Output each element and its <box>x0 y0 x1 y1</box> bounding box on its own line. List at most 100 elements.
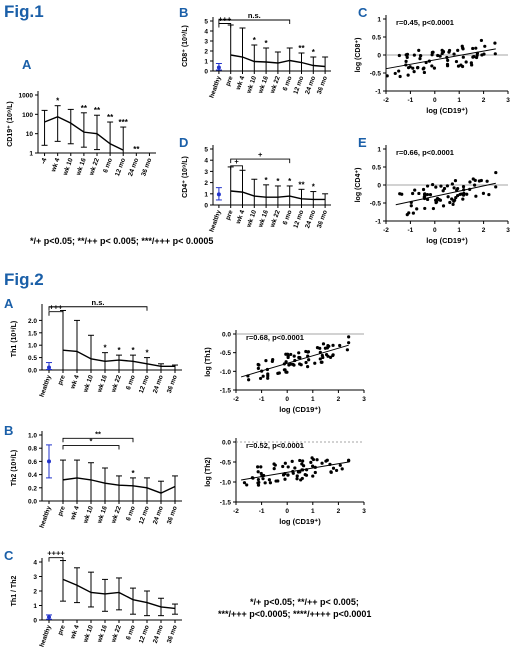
fig2a-x-tick-label: healthy <box>39 374 53 398</box>
fig1e-data-point <box>434 185 438 189</box>
fig2a-corr-x-tick-label: -2 <box>233 396 239 403</box>
fig1d-y-tick-label: 2 <box>204 180 208 187</box>
chart-fig1a: A 1 10 100 1000 CD19⁺ (10⁹/L) -4 wk 4 wk 10 wk 16… <box>7 57 156 177</box>
fig2b-corr-data-point <box>283 461 287 465</box>
fig1d-x-tick-label: wk 22 <box>269 209 282 229</box>
fig1c-data-point <box>436 53 440 58</box>
fig2b-corr-data-point <box>272 467 276 471</box>
fig1a-significance-star: ** <box>107 113 114 122</box>
fig1b-y-tick-label: 3 <box>204 39 208 46</box>
figure1-title: Fig.1 <box>4 2 44 21</box>
fig2a-point-healthy <box>47 365 51 370</box>
fig1b-x-tick-label: healthy <box>208 75 222 99</box>
fig1c-y-tick-label: -0.5 <box>370 71 382 78</box>
fig2a-corr-x-axis-label: log (CD19⁺) <box>279 405 321 414</box>
fig1b-y-tick-label: 4 <box>204 29 208 36</box>
fig2c-point-healthy <box>47 615 51 620</box>
fig2a-bracket <box>48 306 148 311</box>
fig2a-corr-data-point <box>282 368 287 372</box>
fig1a-y-tick-label: 1000 <box>19 93 34 100</box>
figure2-significance-note-line1: */+ p<0.05; **/++ p< 0.005; <box>250 597 359 607</box>
fig2b-corr-data-point <box>334 468 339 473</box>
fig1e-y-tick-label: -1 <box>375 219 381 226</box>
fig1c-y-tick-label: 0.5 <box>372 35 381 42</box>
fig2c-panel-label: C <box>4 548 14 563</box>
fig2b-corr-data-point <box>300 476 304 481</box>
fig1d-series-line <box>230 190 326 201</box>
fig1e-data-point <box>456 186 460 191</box>
fig2b-corr-data-point <box>347 458 351 462</box>
fig2a-x-tick-label: wk 22 <box>110 374 123 394</box>
fig1e-data-point <box>446 195 450 199</box>
fig2b-corr-data-point <box>261 477 265 481</box>
fig1e-data-point <box>452 199 456 203</box>
fig1c-data-point <box>385 74 389 78</box>
fig2b-corr-x-tick-label: 2 <box>337 508 341 515</box>
fig2b-x-tick-label: 36 mo <box>166 505 179 525</box>
fig1b-y-tick-label: 2 <box>204 49 208 56</box>
fig1c-data-point <box>404 59 408 63</box>
fig1e-data-point <box>411 191 415 196</box>
fig1e-data-point <box>407 211 411 215</box>
fig2a-corr-data-point <box>338 343 342 348</box>
fig2a-x-tick-label: 6 mo <box>125 374 137 391</box>
fig2a-corr-data-point <box>325 346 330 350</box>
fig2a-significance-star: * <box>117 346 121 355</box>
fig1c-data-point <box>441 50 446 54</box>
fig1e-data-point <box>458 192 462 197</box>
fig2a-bracket-label: n.s. <box>92 298 105 307</box>
fig2b-corr-data-point <box>256 465 260 469</box>
fig1d-bracket-label: + <box>258 150 263 159</box>
fig2a-corr-data-point <box>318 357 322 361</box>
fig1c-x-tick-label: 0 <box>433 97 437 104</box>
fig2b-corr-data-point <box>274 479 278 483</box>
fig1c-data-point <box>472 54 476 59</box>
fig2a-corr-data-point <box>264 359 268 363</box>
fig1d-x-tick-label: 36 mo <box>316 209 329 229</box>
fig1e-fit-line <box>395 182 496 206</box>
fig1e-annotation: r=0.66, p<0.0001 <box>396 148 454 157</box>
fig1d-x-tick-label: healthy <box>208 209 222 233</box>
fig2a-corr-x-tick-label: -1 <box>259 396 265 403</box>
fig1e-data-point <box>494 170 498 175</box>
fig1c-data-point <box>431 50 435 54</box>
fig1e-data-point <box>442 186 447 191</box>
fig2b-corr-data-point <box>331 466 336 470</box>
fig2a-x-tick-label: pre <box>57 374 67 386</box>
fig1e-data-point <box>415 207 419 211</box>
fig2a-corr-data-point <box>299 363 303 367</box>
fig2a-corr-y-axis-label: log (Th1) <box>205 347 212 377</box>
fig2a-corr-data-point <box>304 360 308 365</box>
fig1b-series-line <box>230 54 326 68</box>
fig2b-corr-data-point <box>286 465 290 469</box>
fig1a-y-tick-label: 10 <box>26 131 34 138</box>
fig2b-corr-x-tick-label: -2 <box>233 508 239 515</box>
fig2c-x-tick-label: wk 16 <box>96 624 109 644</box>
fig1a-y-tick-label: 100 <box>22 112 33 119</box>
fig1e-x-tick-label: 0 <box>433 227 437 234</box>
fig1e-data-point <box>411 211 415 215</box>
fig2a-corr-data-point <box>261 374 265 378</box>
fig2b-corr-data-point <box>259 471 263 476</box>
fig1c-data-point <box>447 48 452 53</box>
fig2b-y-tick-label: 0.8 <box>28 446 37 453</box>
fig2b-bracket-label: * <box>90 437 93 446</box>
fig1c-x-tick-label: 2 <box>482 97 486 104</box>
fig1e-data-point <box>468 180 472 184</box>
fig2b-x-tick-label: 12 mo <box>138 505 151 525</box>
fig1a-x-tick-label: wk 4 <box>50 157 62 174</box>
fig1a-x-tick-label: 36 mo <box>140 157 153 177</box>
fig2c-series-line <box>62 578 176 610</box>
fig2b-corr-data-point <box>291 471 295 475</box>
fig2b-corr-y-tick-label: 0.0 <box>222 440 231 447</box>
fig1e-data-point <box>421 187 426 192</box>
fig1c-fit-line <box>385 48 496 70</box>
fig2a-corr-data-point <box>289 352 293 357</box>
fig1d-x-tick-label: pre <box>225 209 235 221</box>
fig2b-corr-data-point <box>311 474 315 478</box>
fig2a-corr-data-point <box>306 365 310 369</box>
fig2b-corr-y-axis-label: log (Th2) <box>205 457 212 487</box>
fig1a-x-tick-label: 6 mo <box>102 157 114 174</box>
fig2a-corr-data-point <box>306 350 311 354</box>
